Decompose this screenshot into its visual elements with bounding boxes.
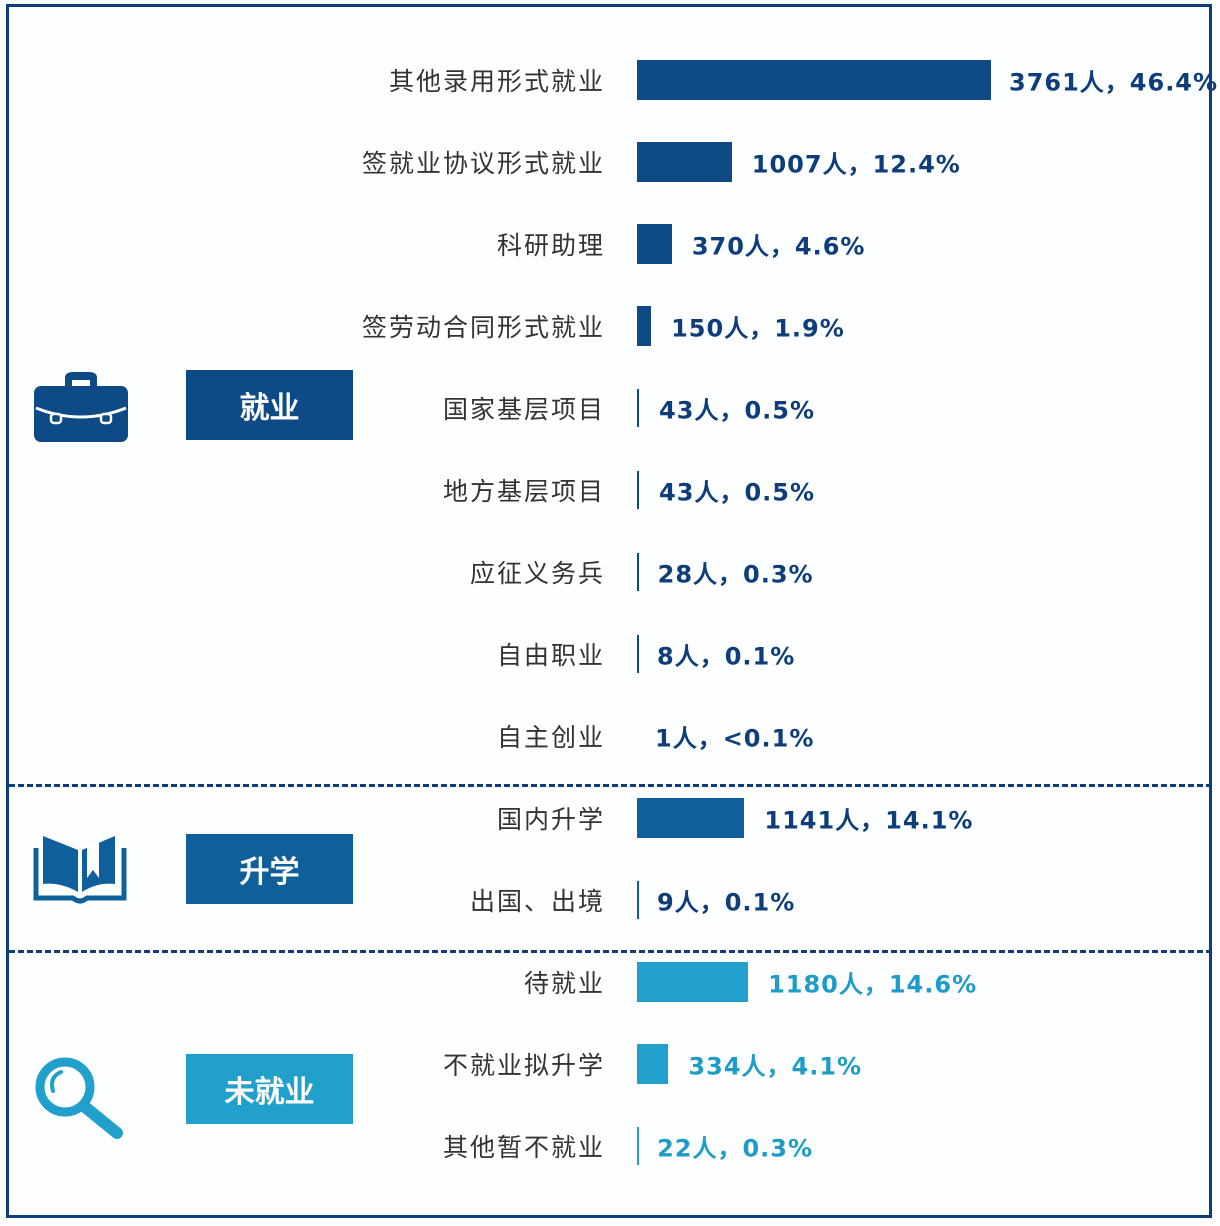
- data-label: 370人，4.6%: [691, 232, 866, 261]
- data-label: 1007人，12.4%: [751, 150, 961, 179]
- bar-label: 国内升学: [496, 805, 605, 834]
- category-employed: 就业: [186, 370, 353, 440]
- data-label: 22人，0.3%: [657, 1134, 814, 1163]
- data-label: 43人，0.5%: [659, 396, 816, 425]
- data-label: 8人，0.1%: [657, 642, 796, 671]
- bar-label: 国家基层项目: [442, 395, 605, 424]
- bar-label: 自主创业: [496, 723, 605, 752]
- bar: [637, 224, 672, 264]
- data-label: 9人，0.1%: [657, 888, 796, 917]
- group-divider: [9, 784, 1212, 787]
- bar: [637, 471, 639, 509]
- book-icon: [33, 836, 127, 904]
- briefcase-icon: [34, 372, 128, 442]
- bar: [637, 60, 991, 100]
- bar-label: 待就业: [523, 969, 605, 998]
- bar: [637, 881, 639, 919]
- magnifier-icon: [35, 1057, 123, 1139]
- group-divider: [9, 950, 1212, 953]
- bar: [637, 1127, 639, 1165]
- data-label: 150人，1.9%: [671, 314, 845, 343]
- bar: [637, 142, 732, 182]
- bar-label: 出国、出境: [469, 887, 605, 916]
- bar: [637, 798, 745, 838]
- data-label: 43人，0.5%: [659, 478, 816, 507]
- bar: [637, 635, 639, 673]
- bar: [637, 306, 652, 346]
- bar: [637, 1044, 669, 1084]
- bar-label: 其他录用形式就业: [388, 67, 605, 96]
- bar-label: 科研助理: [496, 231, 605, 260]
- data-label: 28人，0.3%: [657, 560, 814, 589]
- data-label: 3761人，46.4%: [1009, 68, 1219, 97]
- data-label: 334人，4.1%: [688, 1052, 863, 1081]
- category-unemployed: 未就业: [186, 1054, 353, 1124]
- data-label: 1141人，14.1%: [764, 806, 974, 835]
- chart-frame: [6, 4, 1212, 1218]
- category-study: 升学: [186, 834, 353, 904]
- bar-label: 签劳动合同形式就业: [361, 313, 605, 342]
- bar-label: 不就业拟升学: [442, 1051, 605, 1080]
- bar: [637, 962, 749, 1002]
- bar: [637, 553, 639, 591]
- bar: [637, 389, 639, 427]
- data-label: 1180人，14.6%: [768, 970, 978, 999]
- bar-label: 签就业协议形式就业: [361, 149, 605, 178]
- bar-label: 自由职业: [496, 641, 605, 670]
- bar-label: 地方基层项目: [442, 477, 605, 506]
- data-label: 1人，<0.1%: [655, 724, 815, 753]
- bar-label: 其他暂不就业: [442, 1133, 605, 1162]
- bar-label: 应征义务兵: [469, 559, 605, 588]
